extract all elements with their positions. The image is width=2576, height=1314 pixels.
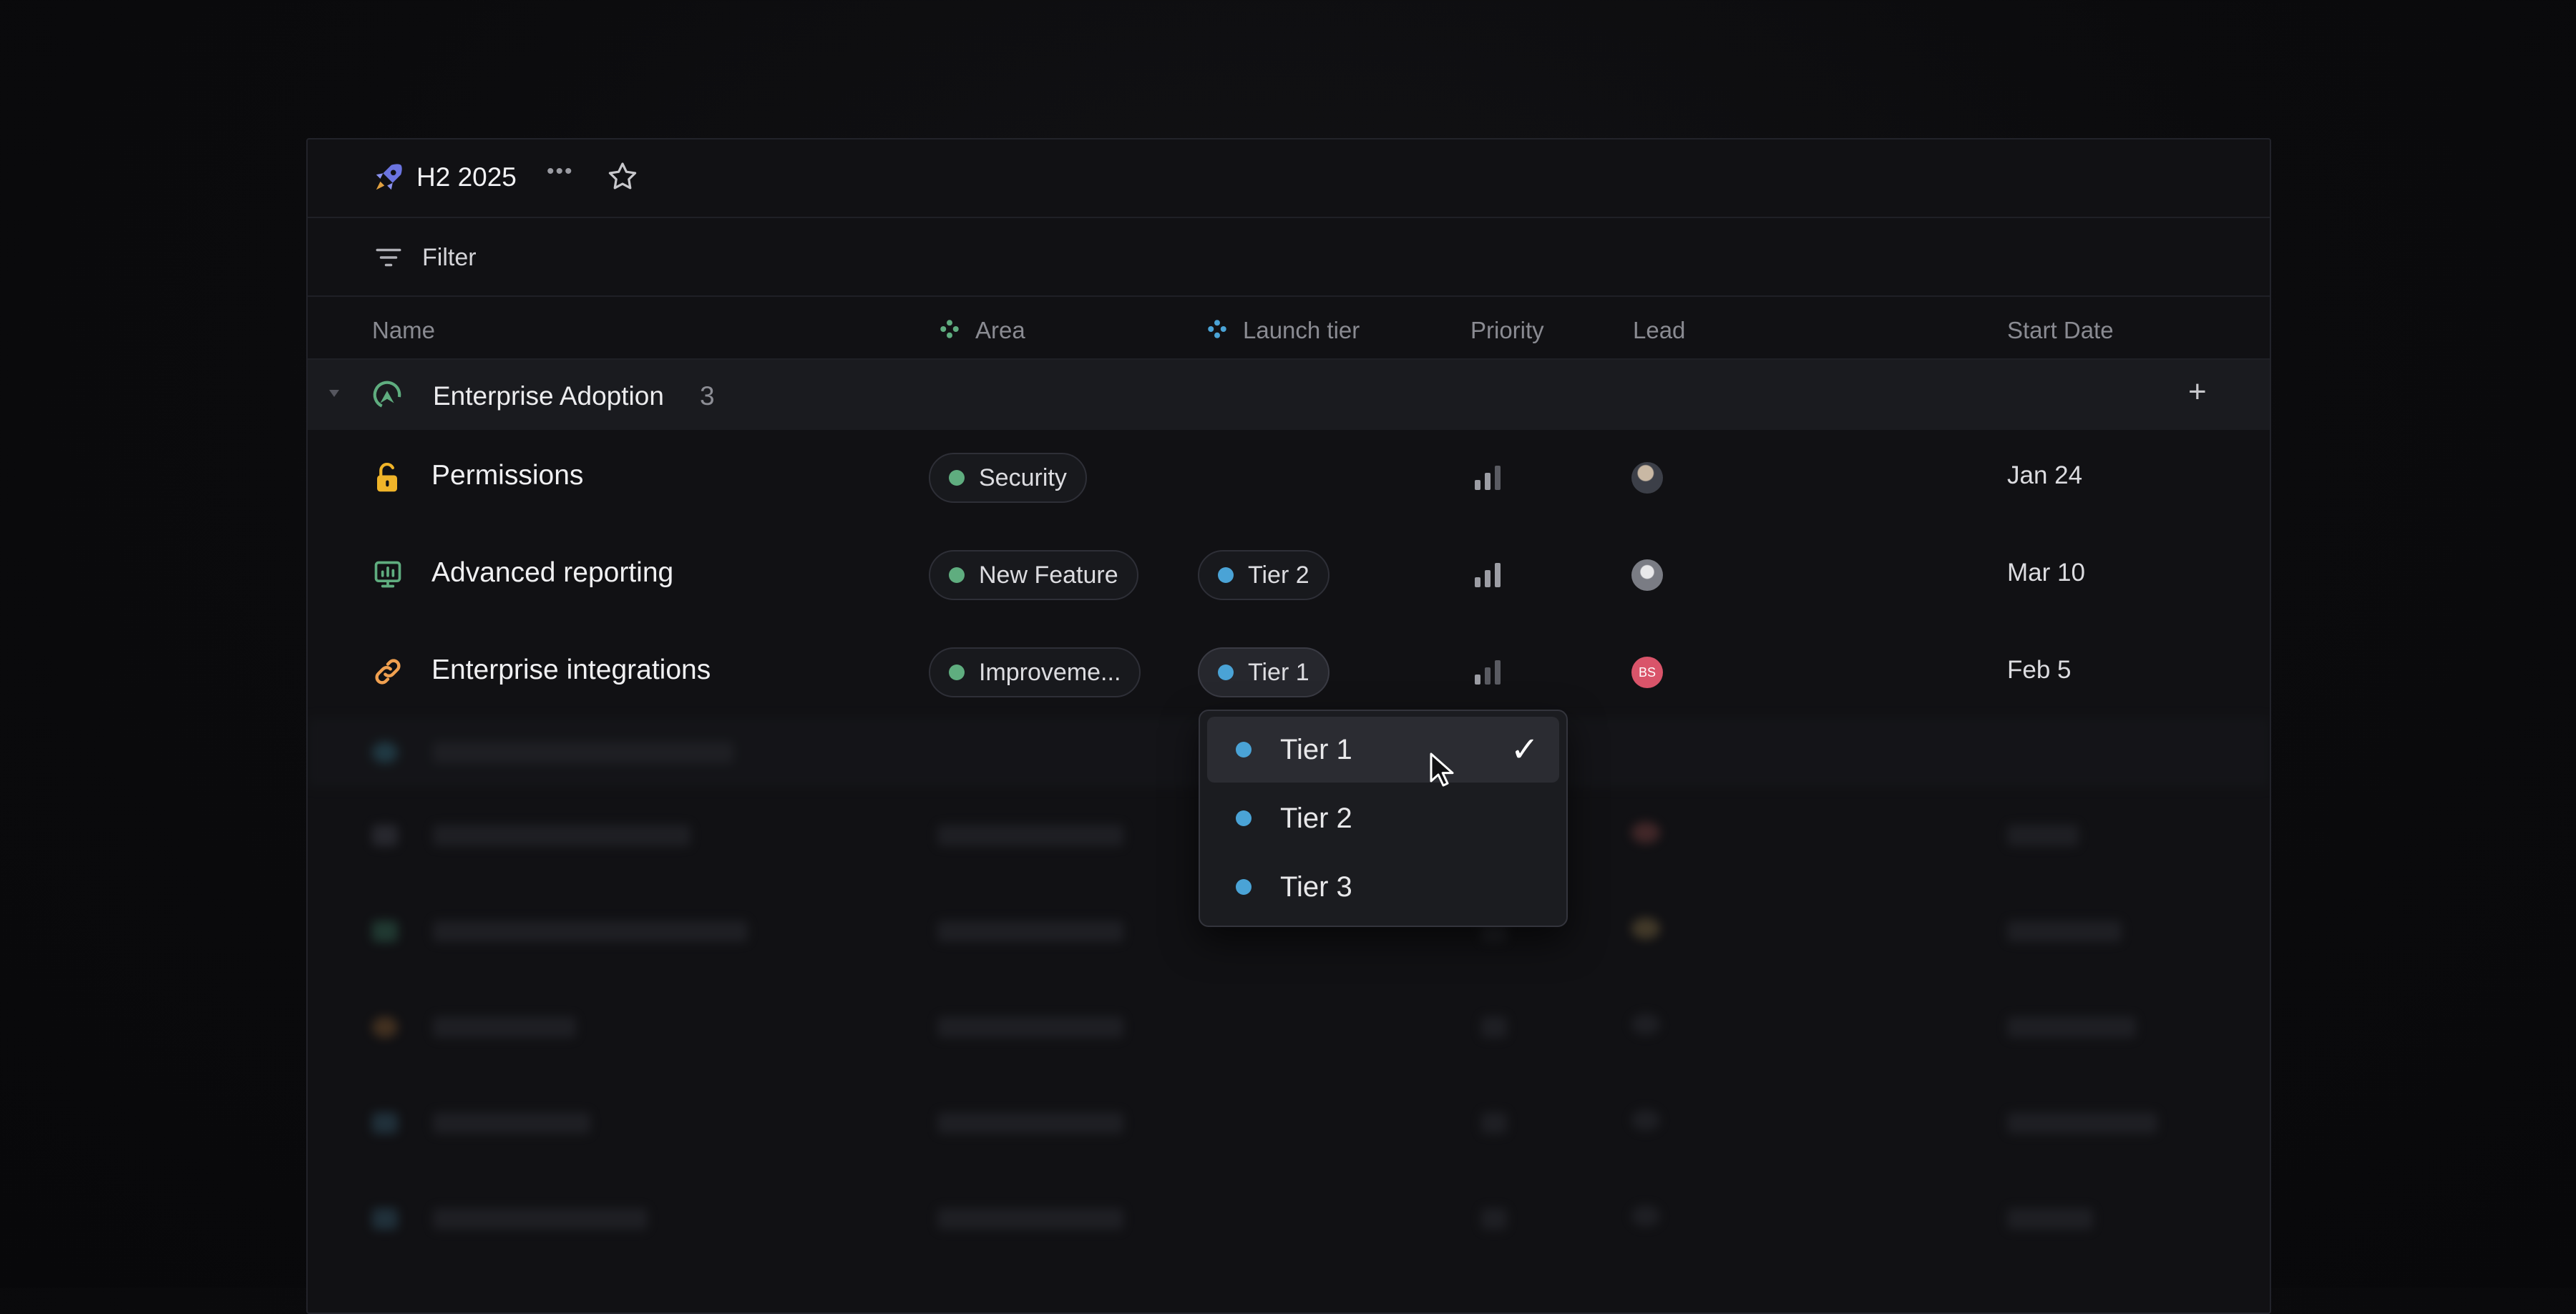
area-chip[interactable]: Improveme... [929,647,1141,697]
area-label: New Feature [979,561,1118,589]
column-header-launch-tier[interactable]: Launch tier [1243,317,1360,343]
column-header-start-date[interactable]: Start Date [2007,317,2114,343]
chart-monitor-icon [374,561,401,588]
filter-icon[interactable] [374,242,404,273]
launch-tier-dropdown: Tier 1 ✓ Tier 2 Tier 3 [1199,710,1568,927]
star-icon[interactable] [605,160,640,194]
project-title[interactable]: H2 2025 [416,162,517,192]
launch-tier-chip-active[interactable]: Tier 1 [1198,647,1330,697]
group-count: 3 [700,381,715,411]
column-header-priority[interactable]: Priority [1470,317,1544,343]
area-label: Security [979,464,1067,491]
collapse-caret-icon[interactable] [329,390,339,397]
option-label: Tier 1 [1280,733,1352,765]
mouse-cursor-icon [1430,752,1454,787]
table-row[interactable]: Enterprise integrations Improveme... Tie… [308,624,2270,720]
area-dot-icon [949,470,965,486]
option-label: Tier 3 [1280,871,1352,903]
table-row[interactable]: Advanced reporting New Feature Tier 2 Ma… [308,527,2270,623]
row-title[interactable]: Advanced reporting [431,557,674,588]
initiative-icon [373,381,401,409]
table-header: Name Area Launch tier Priority Lead Star… [308,297,2270,360]
column-header-lead[interactable]: Lead [1633,317,1686,343]
lock-icon [377,462,397,492]
launch-tier-property-icon [1208,320,1226,338]
avatar[interactable] [1631,559,1663,591]
area-chip[interactable]: New Feature [929,550,1138,600]
dropdown-option-tier-1[interactable]: Tier 1 ✓ [1207,717,1559,783]
priority-icon[interactable] [1475,563,1501,587]
avatar[interactable] [1631,462,1663,494]
area-label: Improveme... [979,658,1121,686]
dropdown-option-tier-3[interactable]: Tier 3 [1207,854,1559,920]
filter-button[interactable]: Filter [422,244,477,271]
blurred-row [308,788,2270,883]
tier-dot-icon [1236,879,1252,895]
group-title[interactable]: Enterprise Adoption [433,381,664,411]
blurred-row [308,883,2270,979]
priority-icon[interactable] [1475,466,1501,490]
blurred-row [308,979,2270,1075]
priority-icon[interactable] [1475,660,1501,685]
checkmark-icon: ✓ [1510,731,1539,769]
filter-bar: Filter [308,218,2270,297]
project-header: H2 2025 ••• [308,139,2270,218]
tier-label: Tier 2 [1248,561,1309,589]
area-chip[interactable]: Security [929,453,1087,503]
row-title[interactable]: Permissions [431,460,584,491]
column-header-area[interactable]: Area [975,317,1025,343]
avatar[interactable]: BS [1631,657,1663,688]
table-row[interactable]: Permissions Security Jan 24 [308,430,2270,526]
tier-dot-icon [1236,810,1252,826]
start-date[interactable]: Mar 10 [2007,559,2085,587]
add-item-button[interactable]: + [2188,374,2207,409]
rocket-icon [376,164,402,190]
tier-dot-icon [1218,665,1234,680]
link-icon [375,659,401,685]
tier-dot-icon [1236,742,1252,757]
blurred-row [308,1171,2270,1267]
tier-dot-icon [1218,567,1234,583]
column-header-name[interactable]: Name [372,317,436,343]
option-label: Tier 2 [1280,802,1352,834]
row-title[interactable]: Enterprise integrations [431,654,711,685]
project-panel: H2 2025 ••• Filter Name Area Launch tier… [306,138,2271,1314]
area-dot-icon [949,665,965,680]
start-date[interactable]: Feb 5 [2007,656,2072,684]
area-dot-icon [949,567,965,583]
launch-tier-chip[interactable]: Tier 2 [1198,550,1330,600]
dropdown-option-tier-2[interactable]: Tier 2 [1207,785,1559,851]
tier-label: Tier 1 [1248,658,1309,686]
blurred-row [308,1075,2270,1171]
group-row-enterprise-adoption[interactable]: Enterprise Adoption 3 + [308,360,2270,430]
start-date[interactable]: Jan 24 [2007,461,2083,489]
more-options-button[interactable]: ••• [547,160,574,183]
area-property-icon [940,320,959,338]
